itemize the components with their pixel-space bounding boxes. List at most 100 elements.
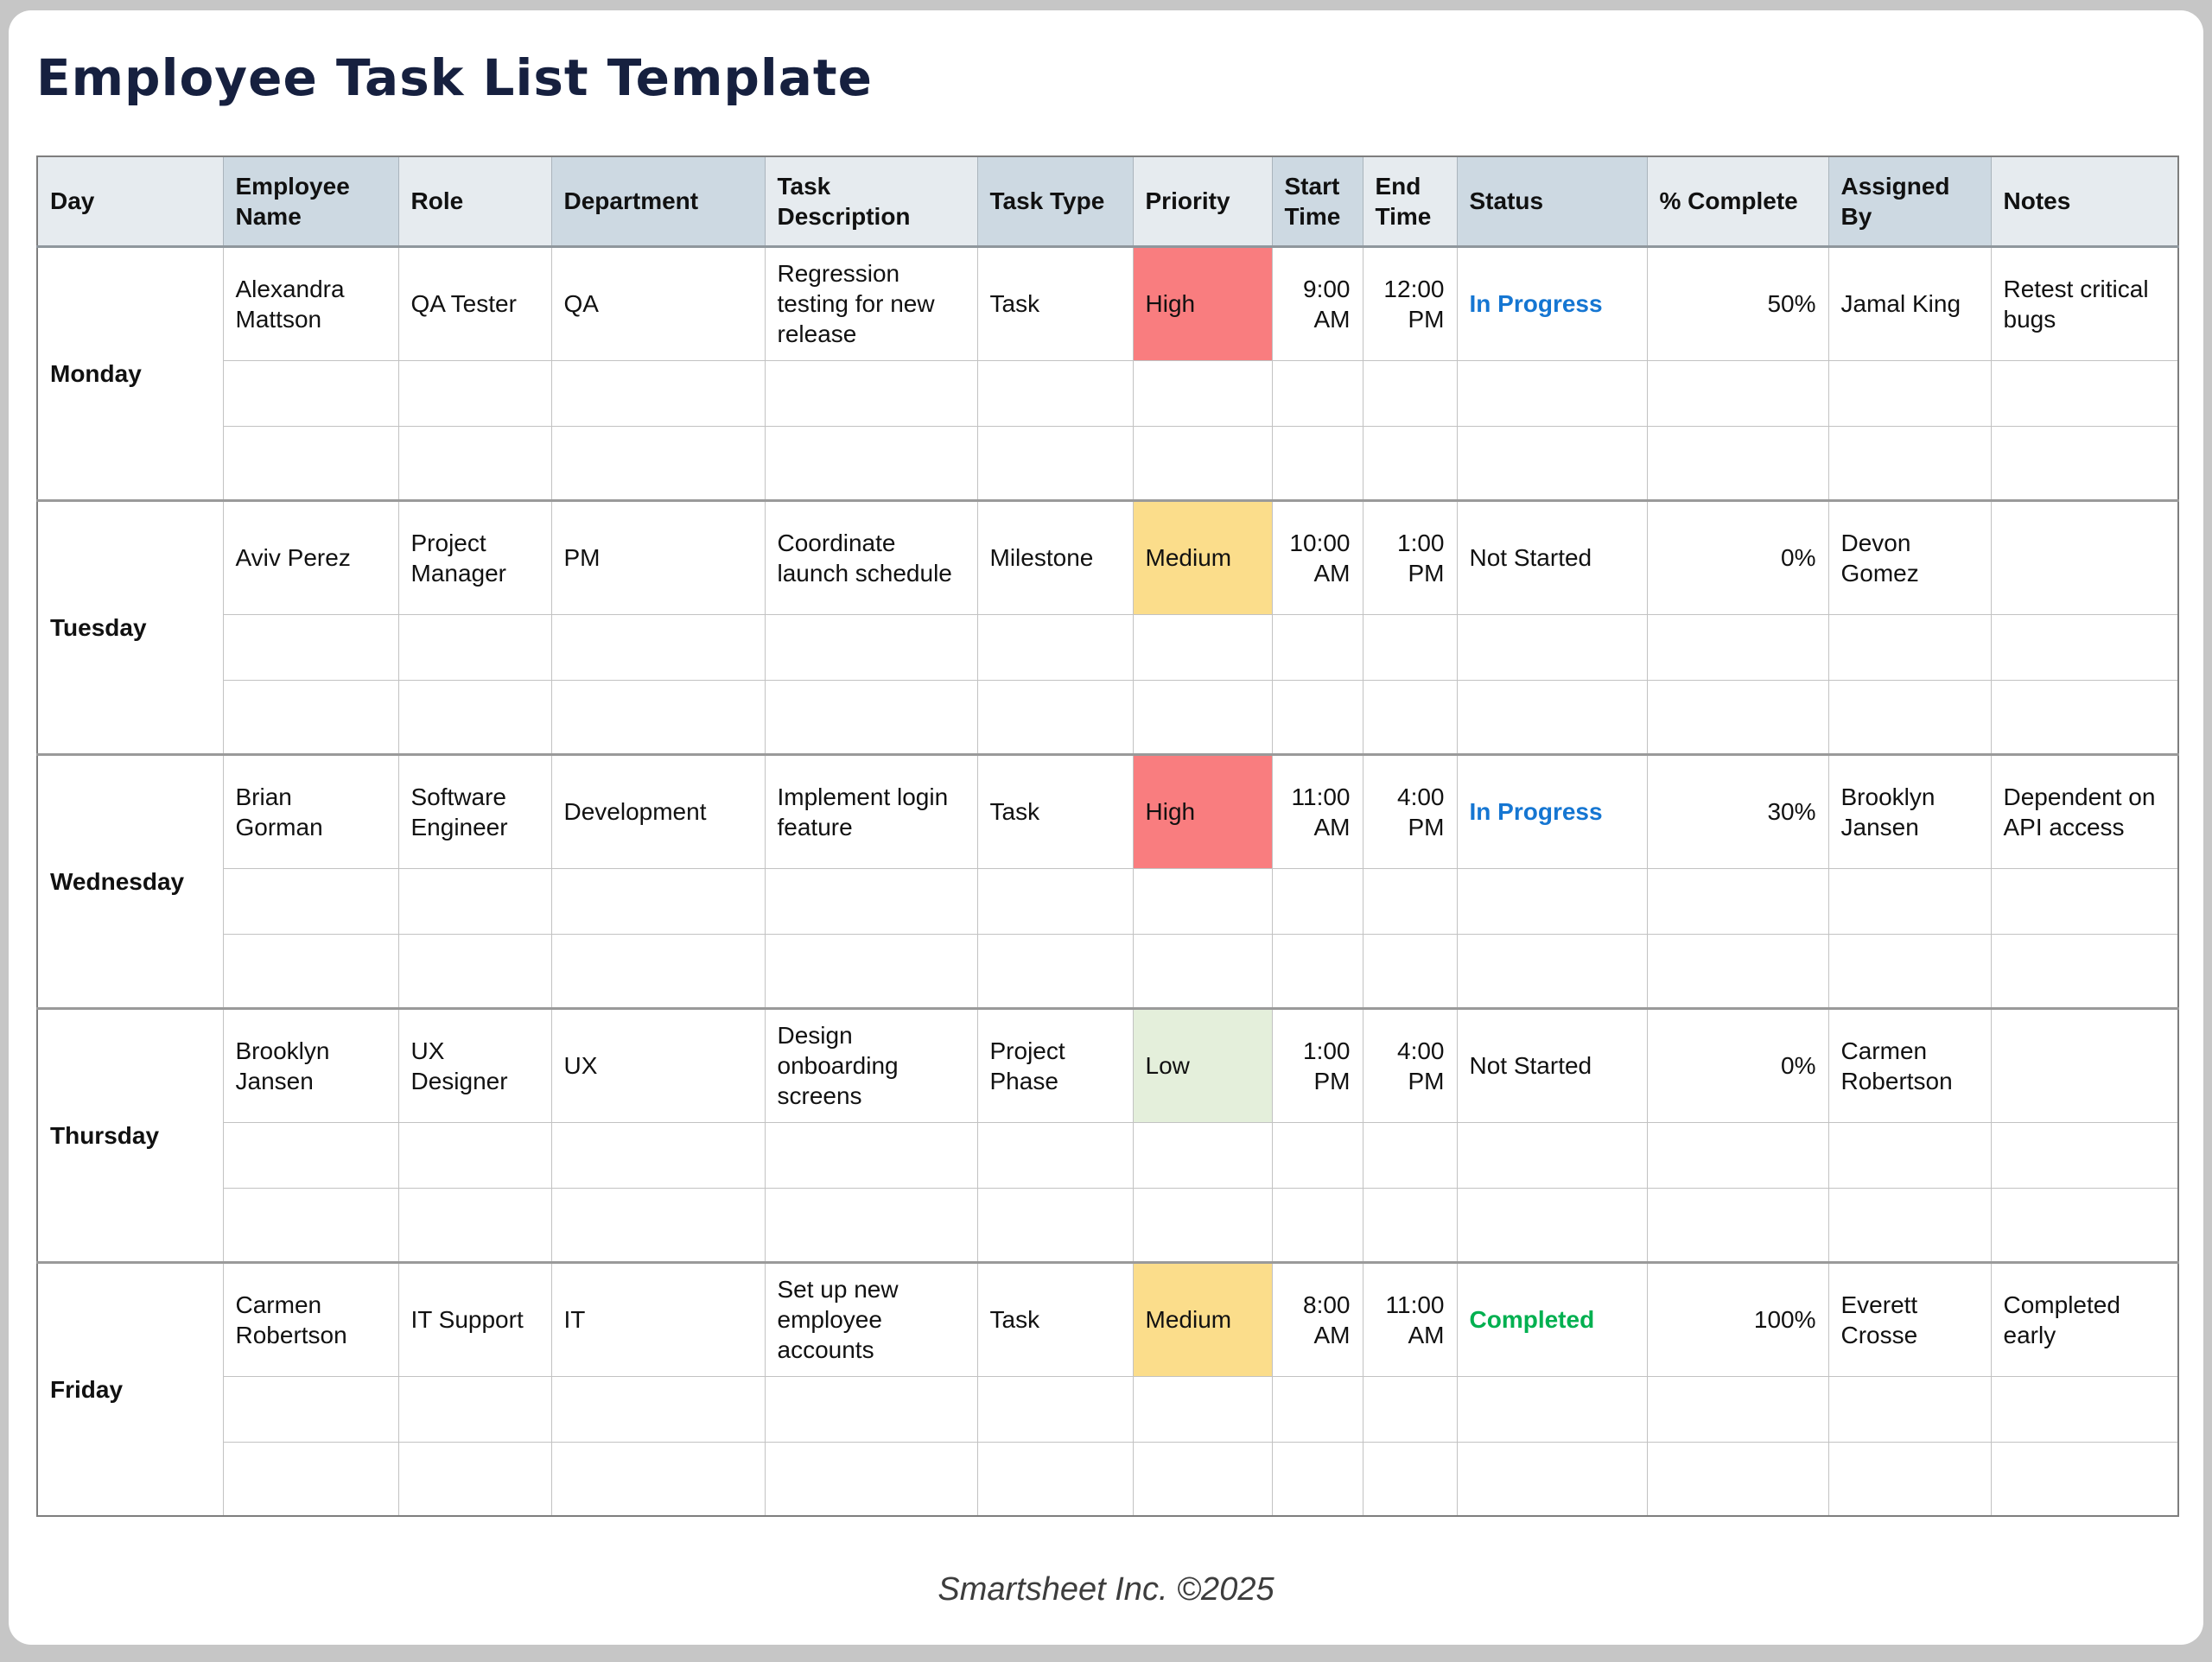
percent-complete-cell: 30% — [1646, 752, 1829, 869]
start-time-cell: 11:00 AM — [1271, 752, 1363, 869]
document-card: Employee Task List Template Day Employee… — [9, 10, 2203, 1645]
task-description-cell: Design onboarding screens — [764, 1006, 978, 1123]
start-time-cell: 1:00 PM — [1271, 1006, 1363, 1123]
empty-cell — [1456, 1187, 1648, 1263]
empty-cell — [1132, 359, 1273, 427]
empty-cell — [222, 933, 399, 1009]
empty-cell — [397, 679, 552, 755]
empty-cell — [764, 1187, 978, 1263]
col-header-status: Status — [1456, 155, 1648, 248]
col-header-task-type: Task Type — [976, 155, 1134, 248]
col-header-start-time: Start Time — [1271, 155, 1363, 248]
start-time-cell: 8:00 AM — [1271, 1260, 1363, 1377]
empty-cell — [764, 425, 978, 501]
empty-cell — [397, 1187, 552, 1263]
empty-cell — [222, 425, 399, 501]
day-cell: Tuesday — [36, 498, 224, 755]
empty-cell — [764, 613, 978, 681]
empty-cell — [1271, 867, 1363, 935]
empty-cell — [1456, 1375, 1648, 1443]
empty-cell — [1271, 359, 1363, 427]
empty-cell — [1362, 1441, 1458, 1517]
employee-cell: Brooklyn Jansen — [222, 1006, 399, 1123]
empty-cell — [1456, 425, 1648, 501]
empty-cell — [1132, 1441, 1273, 1517]
empty-cell — [1990, 1187, 2179, 1263]
empty-cell — [222, 679, 399, 755]
empty-cell — [1456, 867, 1648, 935]
page-title: Employee Task List Template — [36, 48, 873, 107]
end-time-cell: 1:00 PM — [1362, 498, 1458, 615]
day-cell: Monday — [36, 244, 224, 501]
status-cell: Not Started — [1456, 498, 1648, 615]
empty-cell — [550, 613, 766, 681]
col-header-percent-complete: % Complete — [1646, 155, 1829, 248]
empty-row — [37, 1187, 2179, 1263]
empty-cell — [1362, 425, 1458, 501]
empty-cell — [1456, 1441, 1648, 1517]
empty-cell — [976, 679, 1134, 755]
day-cell: Thursday — [36, 1006, 224, 1263]
end-time-cell: 11:00 AM — [1362, 1260, 1458, 1377]
empty-cell — [1456, 613, 1648, 681]
role-cell: UX Designer — [397, 1006, 552, 1123]
col-header-priority: Priority — [1132, 155, 1273, 248]
task-type-cell: Project Phase — [976, 1006, 1134, 1123]
empty-cell — [550, 1121, 766, 1189]
empty-cell — [1456, 359, 1648, 427]
task-description-cell: Regression testing for new release — [764, 244, 978, 361]
empty-cell — [976, 359, 1134, 427]
empty-cell — [1132, 867, 1273, 935]
empty-cell — [1271, 1441, 1363, 1517]
empty-cell — [1271, 1121, 1363, 1189]
empty-cell — [1827, 933, 1992, 1009]
empty-cell — [1271, 1187, 1363, 1263]
task-type-cell: Milestone — [976, 498, 1134, 615]
empty-cell — [1456, 933, 1648, 1009]
empty-cell — [397, 425, 552, 501]
empty-cell — [1990, 425, 2179, 501]
empty-cell — [1990, 933, 2179, 1009]
assigned-by-cell: Carmen Robertson — [1827, 1006, 1992, 1123]
empty-cell — [1827, 613, 1992, 681]
empty-cell — [1271, 425, 1363, 501]
percent-complete-cell: 100% — [1646, 1260, 1829, 1377]
employee-task-table: Day Employee Name Role Department Task D… — [36, 155, 2179, 1517]
empty-cell — [976, 425, 1134, 501]
empty-cell — [1362, 1187, 1458, 1263]
empty-cell — [764, 1375, 978, 1443]
empty-cell — [397, 1375, 552, 1443]
task-row-thursday: Thursday Brooklyn Jansen UX Designer UX … — [36, 1006, 2179, 1263]
empty-cell — [1827, 1187, 1992, 1263]
department-cell: QA — [550, 244, 766, 361]
table-header-row: Day Employee Name Role Department Task D… — [36, 155, 2179, 248]
empty-row — [37, 867, 2179, 935]
empty-cell — [1132, 613, 1273, 681]
empty-cell — [222, 867, 399, 935]
priority-cell: High — [1132, 752, 1273, 869]
empty-cell — [222, 1121, 399, 1189]
employee-cell: Brian Gorman — [222, 752, 399, 869]
employee-cell: Aviv Perez — [222, 498, 399, 615]
empty-cell — [1646, 679, 1829, 755]
assigned-by-cell: Everett Crosse — [1827, 1260, 1992, 1377]
role-cell: Project Manager — [397, 498, 552, 615]
empty-cell — [1646, 1121, 1829, 1189]
empty-cell — [550, 867, 766, 935]
footer-credit: Smartsheet Inc. ©2025 — [938, 1571, 1274, 1608]
empty-cell — [222, 359, 399, 427]
empty-cell — [1362, 933, 1458, 1009]
task-type-cell: Task — [976, 244, 1134, 361]
col-header-employee-name: Employee Name — [222, 155, 399, 248]
notes-cell: Completed early — [1990, 1260, 2179, 1377]
task-row-monday: Monday Alexandra Mattson QA Tester QA Re… — [36, 244, 2179, 501]
empty-cell — [1990, 359, 2179, 427]
notes-cell: Dependent on API access — [1990, 752, 2179, 869]
col-header-department: Department — [550, 155, 766, 248]
empty-cell — [222, 1375, 399, 1443]
empty-cell — [1990, 1441, 2179, 1517]
empty-cell — [1827, 1375, 1992, 1443]
task-description-cell: Set up new employee accounts — [764, 1260, 978, 1377]
empty-cell — [1827, 359, 1992, 427]
empty-cell — [1827, 867, 1992, 935]
